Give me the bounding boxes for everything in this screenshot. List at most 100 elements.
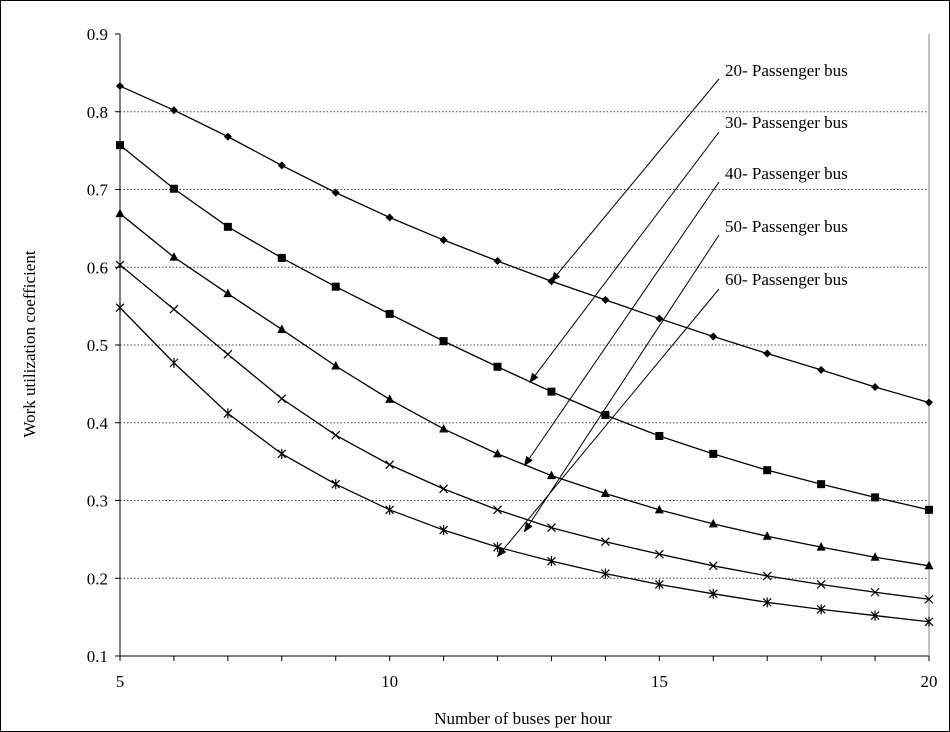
data-point [116,141,124,150]
data-point [277,324,287,333]
series-line [119,264,930,600]
annotation-arrow [550,78,720,283]
data-point [169,106,178,115]
annotation-2: 30- Passenger bus [529,113,848,384]
series-5 [115,302,934,627]
y-tick-label: 0.9 [87,25,108,44]
data-point [493,542,502,553]
data-point [816,542,826,551]
x-tick-label: 10 [381,672,398,691]
series-line [119,307,930,623]
data-point [871,382,880,391]
data-point [223,132,232,141]
data-point [169,252,179,261]
y-tick-label: 0.5 [87,336,108,355]
data-point [439,525,449,536]
series-line [119,144,930,511]
data-point [924,616,934,627]
annotations: 20- Passenger bus 30- Passenger bus 40- Pa… [496,61,848,558]
y-tick-label: 0.6 [87,258,108,277]
data-point [547,523,556,533]
data-point [385,213,394,222]
data-point [331,282,340,291]
annotation-label: 50- Passenger bus [725,217,848,236]
data-point [763,349,772,358]
data-point [223,288,233,298]
annotation-arrow [529,131,720,384]
x-axis-title: Number of buses per hour [434,709,612,728]
annotation-5: 60- Passenger bus [496,270,848,558]
data-point [924,560,934,570]
data-point [601,410,610,419]
annotation-label: 40- Passenger bus [725,164,848,183]
series-line [119,85,930,404]
data-point [169,357,179,368]
data-point [654,579,664,590]
data-point [654,549,664,559]
data-point [385,504,395,515]
data-point [331,360,341,370]
data-point [385,309,394,318]
annotation-arrow [496,288,720,558]
data-point [871,493,880,502]
data-point [223,349,233,359]
data-point [708,561,718,571]
data-point [870,610,880,621]
data-point [655,431,664,440]
data-point [547,387,556,396]
series-4 [115,260,934,604]
axes: 0.1 0.2 0.3 0.4 0.5 0.6 0.7 0.8 0.9 5 10 15 20 [87,25,938,691]
annotation-label: 20- Passenger bus [725,61,848,80]
data-point [925,398,933,407]
data-point [115,208,125,218]
data-point [708,518,718,528]
data-point [601,295,610,304]
x-tick-label: 5 [116,672,125,691]
data-point [169,304,179,314]
data-point [385,394,395,403]
data-point [439,484,449,494]
data-point [385,460,395,470]
data-point [546,470,556,480]
data-point [439,236,448,245]
data-point [600,488,610,498]
data-point [277,394,287,404]
data-point [870,552,880,561]
data-point [331,479,341,490]
data-point [709,332,718,341]
y-axis-title: Work utilization coefficient [20,250,39,437]
data-point [277,253,286,262]
data-point [547,556,556,567]
data-point [870,587,880,597]
data-point [223,222,232,231]
x-tick-label: 20 [921,672,938,691]
data-point [708,588,718,599]
series-2 [116,141,933,514]
data-point [816,604,826,615]
y-tick-label: 0.3 [87,492,108,511]
data-point [331,188,340,197]
data-point [115,302,125,313]
annotation-arrow [523,234,720,533]
annotation-1: 20- Passenger bus [550,61,848,283]
series-1 [116,82,933,407]
data-point [277,448,287,459]
data-point [116,82,124,91]
data-point [709,449,718,458]
data-point [493,505,502,515]
data-point [924,594,934,604]
data-point [762,597,772,608]
data-point [331,430,341,440]
data-point [223,408,233,419]
data-point [763,466,772,475]
data-point [762,531,772,540]
data-point [439,337,448,346]
data-point [169,184,178,193]
data-point [115,260,125,270]
series-line [119,213,930,567]
annotation-label: 30- Passenger bus [725,113,848,132]
annotation-label: 60- Passenger bus [725,270,848,289]
data-point [654,504,664,514]
x-tick-label: 15 [651,672,668,691]
